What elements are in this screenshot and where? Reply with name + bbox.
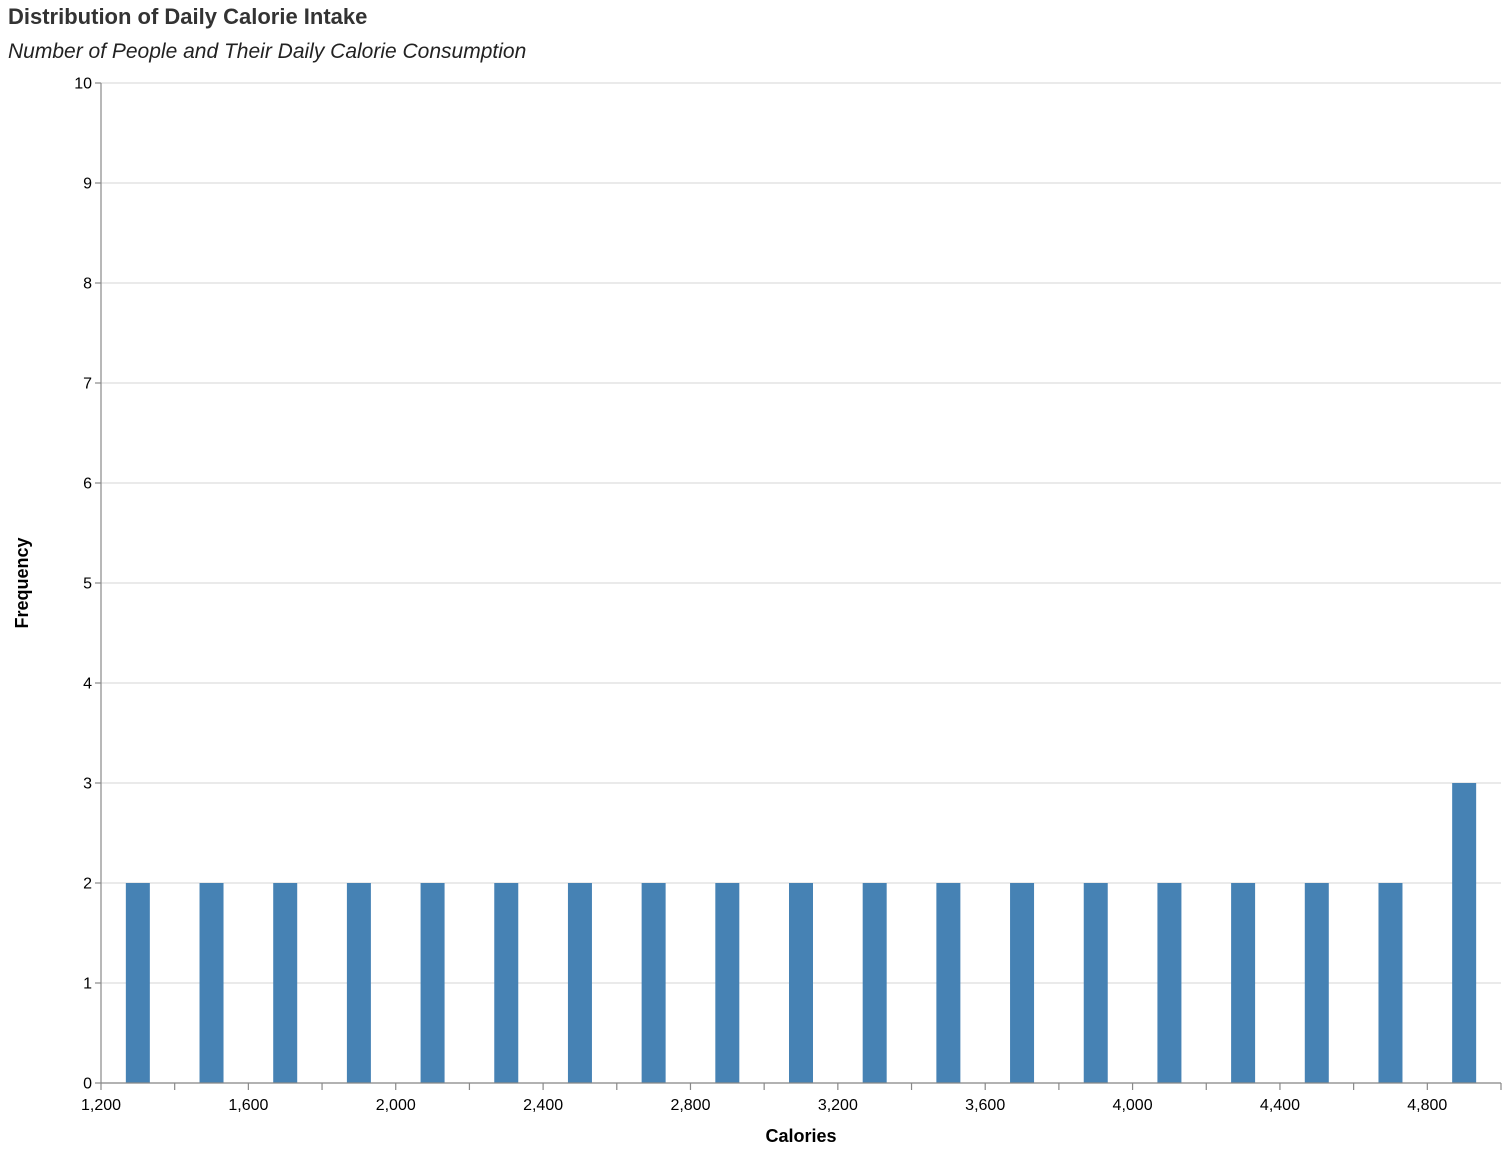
y-tick-label: 9 bbox=[83, 176, 92, 193]
x-tick-label: 2,800 bbox=[670, 1097, 710, 1114]
y-tick-label: 7 bbox=[83, 376, 92, 393]
y-tick-label: 8 bbox=[83, 276, 92, 293]
histogram-bar bbox=[420, 883, 445, 1083]
bars bbox=[125, 783, 1477, 1083]
histogram-bar bbox=[1231, 883, 1256, 1083]
x-tick-label: 2,000 bbox=[376, 1097, 416, 1114]
x-axis-title: Calories bbox=[765, 1126, 836, 1146]
y-tick-label: 6 bbox=[83, 476, 92, 493]
y-tick-label: 3 bbox=[83, 776, 92, 793]
x-tick-label: 1,200 bbox=[81, 1097, 121, 1114]
x-tick-label: 1,600 bbox=[228, 1097, 268, 1114]
x-tick-label: 3,200 bbox=[818, 1097, 858, 1114]
chart-subtitle: Number of People and Their Daily Calorie… bbox=[8, 40, 527, 63]
histogram-bar bbox=[862, 883, 887, 1083]
x-tick-label: 3,600 bbox=[965, 1097, 1005, 1114]
histogram-bar bbox=[567, 883, 592, 1083]
y-tick-label: 0 bbox=[83, 1076, 92, 1093]
histogram-bar bbox=[1010, 883, 1035, 1083]
x-tick-label: 4,400 bbox=[1260, 1097, 1300, 1114]
histogram-bar bbox=[641, 883, 666, 1083]
histogram-bar bbox=[1378, 883, 1403, 1083]
histogram-bar bbox=[199, 883, 224, 1083]
chart-title: Distribution of Daily Calorie Intake bbox=[8, 4, 368, 29]
y-tick-label: 1 bbox=[83, 976, 92, 993]
histogram-bar bbox=[1452, 783, 1477, 1083]
y-tick-label: 5 bbox=[83, 576, 92, 593]
histogram-bar bbox=[273, 883, 298, 1083]
histogram-bar bbox=[715, 883, 740, 1083]
y-tick-label: 4 bbox=[83, 676, 92, 693]
histogram-bar bbox=[936, 883, 961, 1083]
axes: 0 1 2 3 4 5 6 7 8 9 10 1,200 1,600 2,000 2,400 2,800 3,2… bbox=[74, 76, 1502, 1114]
histogram-bar bbox=[1083, 883, 1108, 1083]
x-tick-label: 4,000 bbox=[1113, 1097, 1153, 1114]
histogram-bar bbox=[1304, 883, 1329, 1083]
histogram-bar bbox=[789, 883, 813, 1083]
x-tick-label: 2,400 bbox=[523, 1097, 563, 1114]
y-tick-label: 2 bbox=[83, 876, 92, 893]
histogram-bar bbox=[346, 883, 371, 1083]
y-tick-label: 10 bbox=[74, 76, 92, 93]
histogram-bar bbox=[125, 883, 150, 1083]
y-axis-title: Frequency bbox=[12, 537, 32, 628]
x-tick-label: 4,800 bbox=[1407, 1097, 1447, 1114]
histogram-bar bbox=[1157, 883, 1182, 1083]
histogram-bar bbox=[494, 883, 519, 1083]
